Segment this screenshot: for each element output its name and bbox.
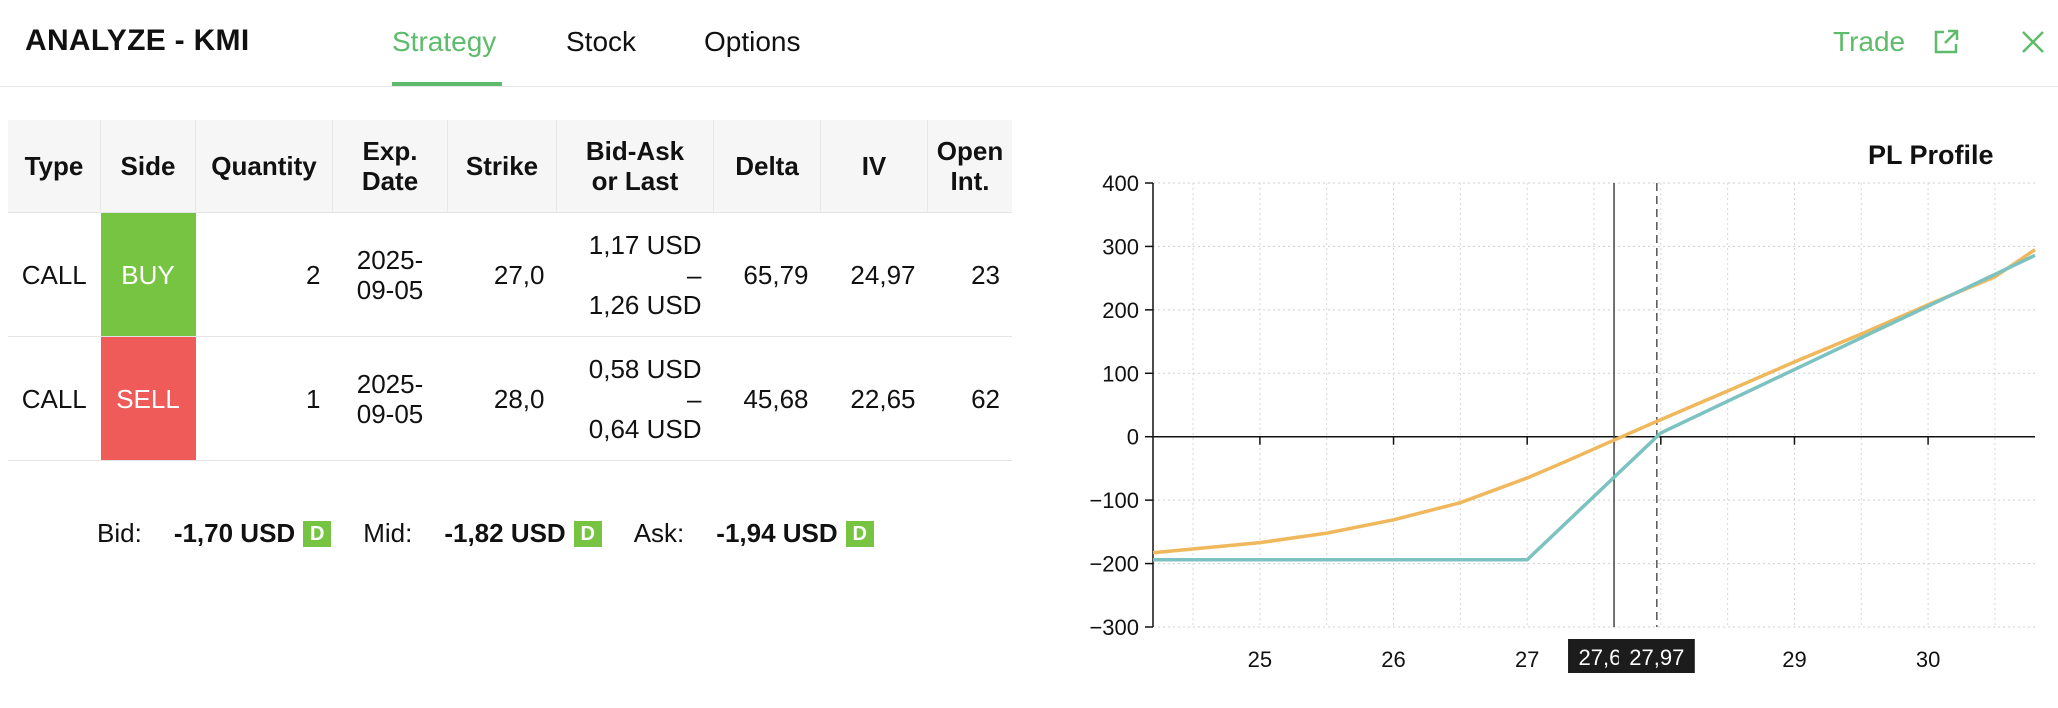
x-tick-label: 26 <box>1381 647 1405 672</box>
x-tick-label: 27 <box>1515 647 1539 672</box>
col-side: Side <box>100 120 196 213</box>
x-tick-label: 29 <box>1782 647 1806 672</box>
bid-label: Bid: <box>97 518 142 548</box>
bid-d-badge: D <box>303 520 332 547</box>
cell-exp-date: 2025- 09-05 <box>332 212 448 337</box>
side-buy-badge: BUY <box>100 212 196 337</box>
col-strike: Strike <box>447 120 557 213</box>
ask-d-badge: D <box>845 520 874 547</box>
price-summary: Bid: -1,70 USD D Mid: -1,82 USD D Ask: -… <box>97 518 874 549</box>
cell-delta: 45,68 <box>713 336 821 461</box>
cell-quantity: 1 <box>195 336 333 461</box>
ask-label: Ask: <box>633 518 685 548</box>
trade-button[interactable]: Trade <box>1833 26 1906 57</box>
side-sell-badge: SELL <box>100 336 196 461</box>
marker-label-bg <box>1618 639 1695 673</box>
cell-iv: 24,97 <box>820 212 928 337</box>
mid-label: Mid: <box>363 518 413 548</box>
cell-type: CALL <box>8 212 101 337</box>
y-tick-label: −100 <box>1089 488 1139 513</box>
marker-label-text: 27,97 <box>1629 645 1684 670</box>
y-tick-label: 100 <box>1102 361 1139 386</box>
bid-value: -1,70 USD <box>173 518 296 548</box>
header-bar: ANALYZE - KMI Strategy Stock Options Tra… <box>0 0 2058 87</box>
y-tick-label: 0 <box>1127 425 1139 450</box>
chart-title: PL Profile <box>1868 140 1994 170</box>
pl-curve-expiry <box>1153 253 2036 562</box>
cell-type: CALL <box>8 336 101 461</box>
col-quantity: Quantity <box>195 120 333 213</box>
pl-curve-today <box>1152 248 2036 555</box>
cell-quantity: 2 <box>195 212 333 337</box>
ask-value: -1,94 USD <box>716 518 838 548</box>
cell-open-int: 62 <box>927 336 1012 461</box>
col-exp-date: Exp. Date <box>332 120 448 213</box>
mid-value: -1,82 USD <box>444 518 566 548</box>
cell-bid-ask: 1,17 USD –1,26 USD <box>556 212 714 337</box>
cell-bid-ask: 0,58 USD –0,64 USD <box>556 336 714 461</box>
cell-strike: 27,0 <box>447 212 557 337</box>
mid-d-badge: D <box>573 520 602 547</box>
cell-iv: 22,65 <box>820 336 928 461</box>
marker-label: 27,97 <box>1618 639 1695 673</box>
external-link-icon[interactable] <box>1932 28 1960 56</box>
col-delta: Delta <box>713 120 821 213</box>
y-tick-label: −200 <box>1089 552 1139 577</box>
y-tick-label: −300 <box>1089 615 1139 640</box>
active-tab-indicator <box>392 82 502 86</box>
col-iv: IV <box>820 120 928 213</box>
tab-options[interactable]: Options <box>704 26 801 57</box>
tab-strategy[interactable]: Strategy <box>392 26 497 57</box>
close-icon[interactable] <box>2020 29 2046 55</box>
cell-strike: 28,0 <box>447 336 557 461</box>
x-tick-label: 25 <box>1248 647 1272 672</box>
col-open-int: Open Int. <box>927 120 1012 213</box>
cell-delta: 65,79 <box>713 212 821 337</box>
x-tick-label: 30 <box>1916 647 1940 672</box>
y-tick-label: 300 <box>1102 234 1139 259</box>
y-tick-label: 200 <box>1102 298 1139 323</box>
strategy-legs-table: Type Side Quantity Exp. Date Strike Bid-A… <box>8 120 1012 461</box>
col-bid-ask: Bid-Ask or Last <box>556 120 714 213</box>
table-row: CALL BUY 2 2025- 09-05 27,0 1,17 USD –1,26… <box>8 212 1012 337</box>
table-row: CALL SELL 1 2025- 09-05 28,0 0,58 USD –0,6… <box>8 336 1012 461</box>
col-type: Type <box>8 120 101 213</box>
cell-open-int: 23 <box>927 212 1012 337</box>
tab-stock[interactable]: Stock <box>566 26 637 57</box>
table-header-row: Type Side Quantity Exp. Date Strike Bid-A… <box>8 120 1012 213</box>
cell-exp-date: 2025- 09-05 <box>332 336 448 461</box>
y-tick-label: 400 <box>1102 171 1139 196</box>
page-title: ANALYZE - KMI <box>25 24 250 57</box>
